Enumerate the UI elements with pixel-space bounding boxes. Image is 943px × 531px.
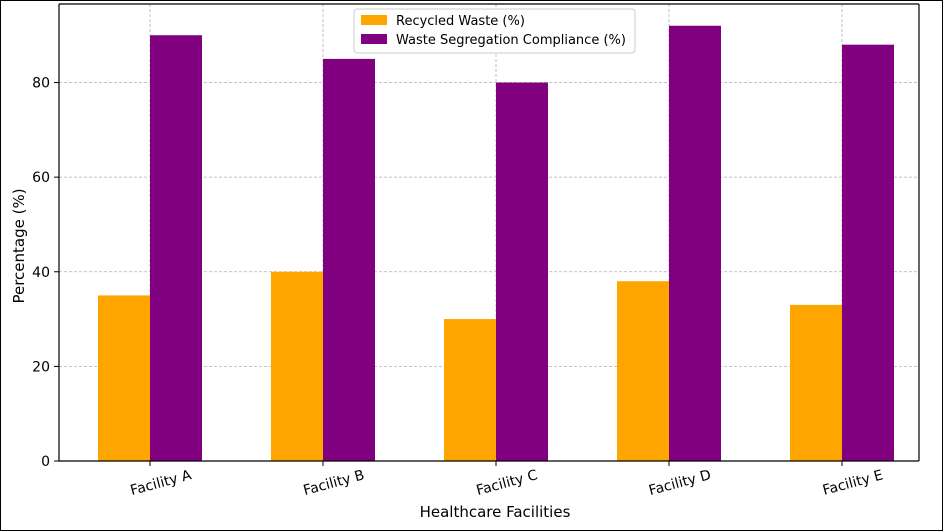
bar-recycled-waste [790, 304, 842, 461]
bar-segregation-compliance [496, 82, 548, 461]
x-tick-label: Facility B [302, 467, 367, 499]
x-tick-label: Facility E [821, 467, 885, 498]
x-tick-label: Facility C [475, 467, 540, 499]
legend-box [353, 8, 636, 54]
y-tick-label: 80 [32, 76, 50, 92]
bars [98, 25, 894, 462]
x-axis-label: Healthcare Facilities [420, 503, 571, 521]
y-tick-label: 60 [32, 170, 50, 186]
bar-segregation-compliance [150, 35, 202, 461]
legend: Recycled Waste (%) Waste Segregation Comp… [353, 8, 636, 54]
y-axis-label: Percentage (%) [10, 188, 28, 303]
y-tick-label: 40 [32, 265, 50, 281]
legend-swatch [361, 34, 387, 44]
y-tick-label: 20 [32, 359, 50, 375]
bar-recycled-waste [444, 319, 496, 461]
axes [54, 3, 920, 466]
bar-recycled-waste [271, 271, 323, 461]
x-tick-label: Facility D [647, 467, 713, 499]
bar-segregation-compliance [842, 44, 894, 461]
bar-segregation-compliance [323, 58, 375, 462]
legend-entry: Recycled Waste (%) [396, 14, 525, 29]
legend-swatch [361, 15, 387, 25]
x-tick-label: Facility A [129, 467, 194, 499]
bar-recycled-waste [98, 295, 150, 461]
y-tick-label: 0 [41, 454, 50, 470]
legend-entry: Waste Segregation Compliance (%) [396, 33, 626, 48]
bar-recycled-waste [617, 281, 669, 461]
bar-segregation-compliance [669, 25, 721, 462]
